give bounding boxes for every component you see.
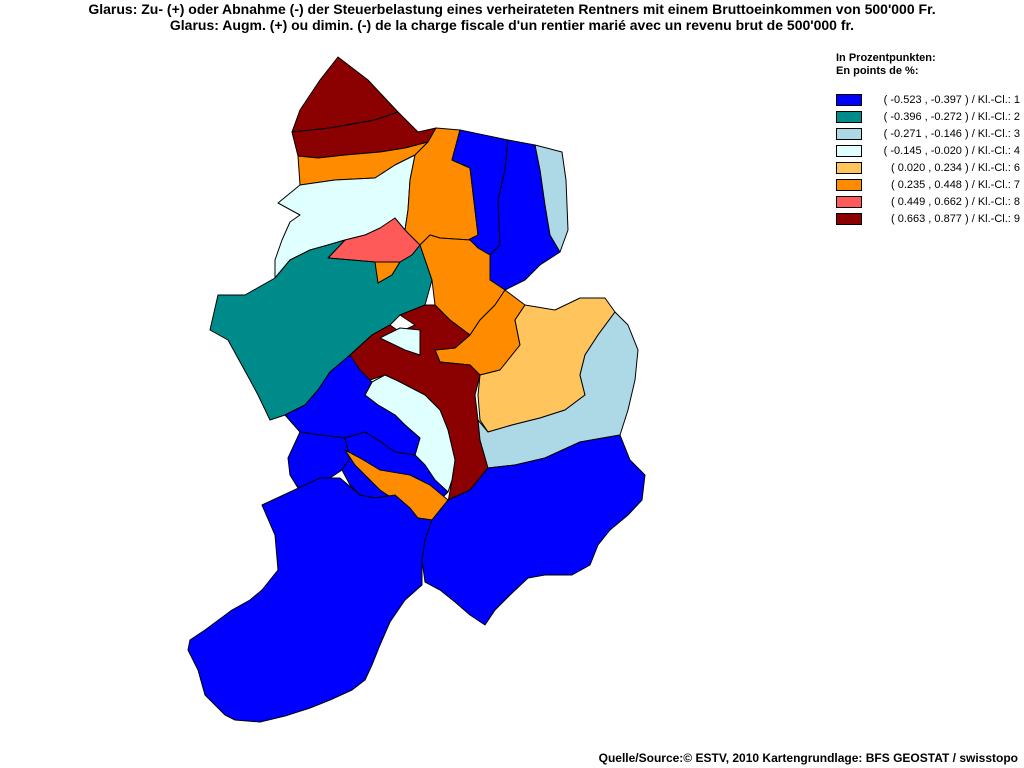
legend-item: ( -0.271 , -0.146 ) / Kl.-Cl.: 3 (836, 127, 1024, 143)
legend-item: ( 0.663 , 0.877 ) / Kl.-Cl.: 9 (836, 212, 1024, 228)
legend-label: ( 0.663 , 0.877 ) / Kl.-Cl.: 9 (890, 213, 1020, 225)
legend-heading-french: En points de %: (836, 65, 919, 77)
legend-swatch (836, 179, 862, 191)
legend-swatch (836, 111, 862, 123)
legend-swatch (836, 213, 862, 225)
region-lightcyan-small (379, 327, 421, 356)
map-title-german: Glarus: Zu- (+) oder Abnahme (-) der Ste… (88, 1, 936, 17)
legend-swatch (836, 94, 862, 106)
legend-label: ( -0.271 , -0.146 ) / Kl.-Cl.: 3 (883, 128, 1020, 140)
source-credit: Quelle/Source:© ESTV, 2010 Kartengrundla… (598, 751, 1018, 765)
legend-label: ( 0.449 , 0.662 ) / Kl.-Cl.: 8 (890, 196, 1020, 208)
legend-label: ( -0.145 , -0.020 ) / Kl.-Cl.: 4 (883, 145, 1020, 157)
legend-label: ( -0.523 , -0.397 ) / Kl.-Cl.: 1 (883, 94, 1020, 106)
legend-item: ( -0.523 , -0.397 ) / Kl.-Cl.: 1 (836, 93, 1024, 109)
legend-swatch (836, 196, 862, 208)
legend-label: ( 0.235 , 0.448 ) / Kl.-Cl.: 7 (890, 179, 1020, 191)
region-blue-south-east (421, 434, 646, 626)
region-lightblue-ne (534, 144, 569, 253)
legend-label: ( -0.396 , -0.272 ) / Kl.-Cl.: 2 (883, 111, 1020, 123)
region-blue-south-west (187, 477, 433, 723)
legend-item: ( -0.396 , -0.272 ) / Kl.-Cl.: 2 (836, 110, 1024, 126)
legend-item: ( 0.449 , 0.662 ) / Kl.-Cl.: 8 (836, 195, 1024, 211)
region-teal-west (209, 239, 433, 421)
map-title-french: Glarus: Augm. (+) ou dimin. (-) de la ch… (169, 17, 855, 33)
legend-heading-german: In Prozentpunkten: (836, 52, 936, 64)
legend-swatch (836, 145, 862, 157)
legend-item: ( 0.235 , 0.448 ) / Kl.-Cl.: 7 (836, 178, 1024, 194)
region-lightblue-east (477, 311, 639, 469)
legend-item: ( -0.145 , -0.020 ) / Kl.-Cl.: 4 (836, 144, 1024, 160)
legend-label: ( 0.020 , 0.234 ) / Kl.-Cl.: 6 (890, 162, 1020, 174)
legend-item: ( 0.020 , 0.234 ) / Kl.-Cl.: 6 (836, 161, 1024, 177)
legend-swatch (836, 128, 862, 140)
legend-swatch (836, 162, 862, 174)
